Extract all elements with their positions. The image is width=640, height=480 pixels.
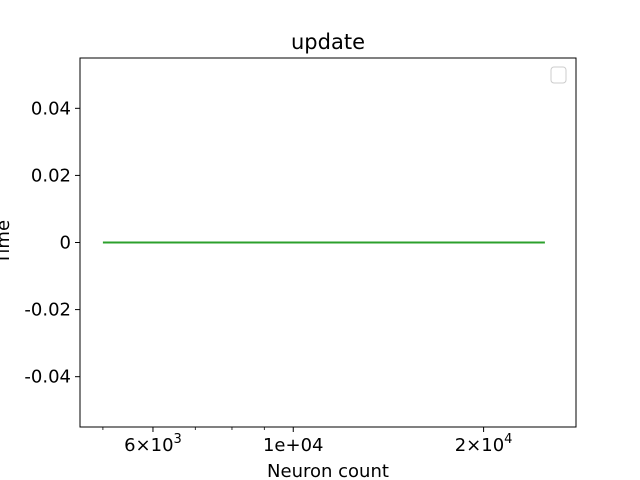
x-tick-label: 6×103 <box>124 432 182 456</box>
x-tick-times: ×10 <box>466 435 504 456</box>
y-tick-label: 0 <box>60 233 71 254</box>
x-tick-exponent: 3 <box>174 432 182 447</box>
x-tick-times: ×10 <box>136 435 174 456</box>
x-tick-label: 2×104 <box>455 432 513 456</box>
chart-title: update <box>291 30 365 54</box>
x-tick-exponent: 4 <box>504 432 512 447</box>
x-tick-mantissa: 6 <box>124 435 135 456</box>
y-axis-title: Time <box>0 220 14 265</box>
legend-box <box>550 66 567 84</box>
y-tick-label: 0.02 <box>31 165 71 186</box>
y-tick-label: -0.02 <box>24 300 71 321</box>
x-tick-mantissa: 2 <box>455 435 466 456</box>
y-tick-label: -0.04 <box>24 367 71 388</box>
x-axis-title: Neuron count <box>267 461 389 480</box>
x-tick-label: 1e+04 <box>263 435 324 456</box>
y-tick-label: 0.04 <box>31 98 71 119</box>
